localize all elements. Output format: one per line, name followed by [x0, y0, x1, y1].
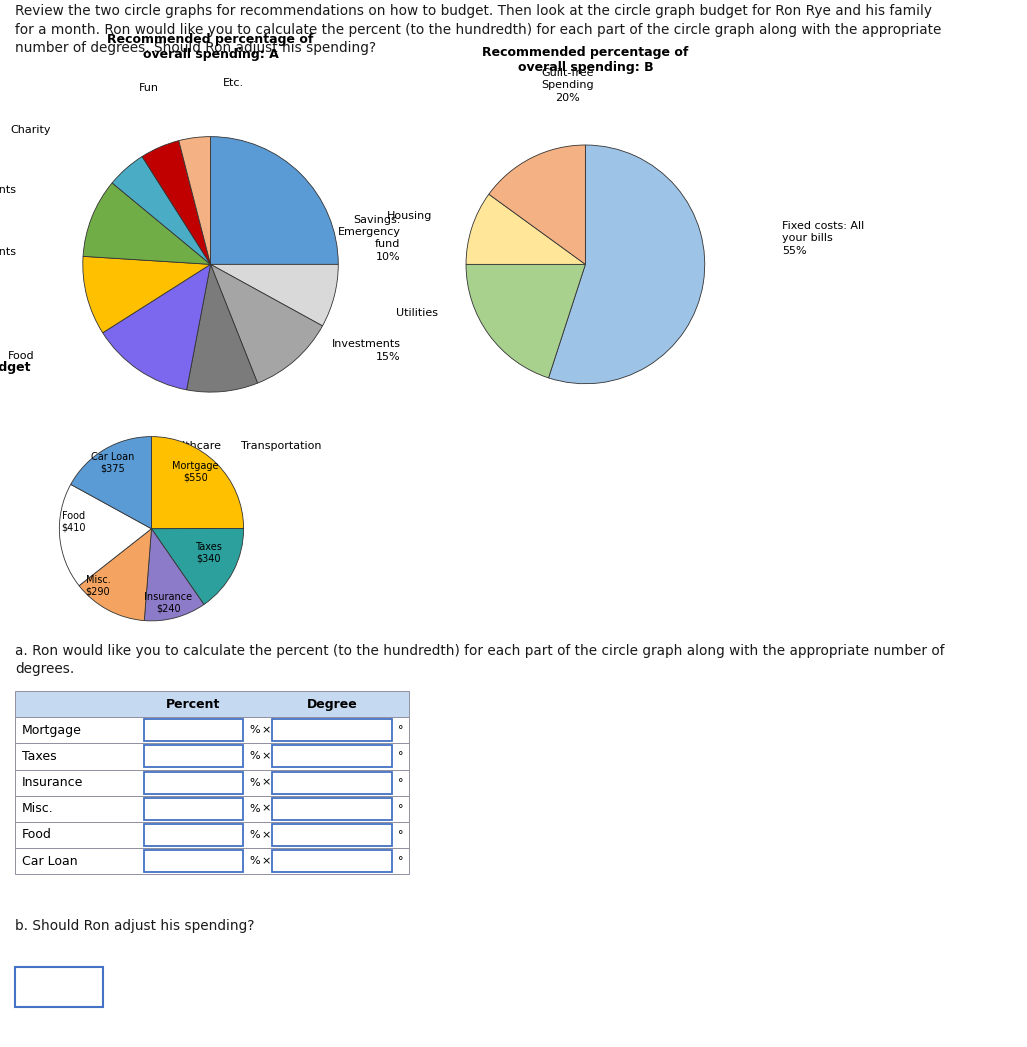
Text: Transportation: Transportation [240, 441, 321, 451]
Bar [272, 772, 392, 794]
Text: %: % [250, 804, 260, 814]
Wedge shape [142, 140, 211, 265]
Text: °: ° [397, 778, 404, 787]
Wedge shape [466, 264, 585, 378]
Text: °: ° [397, 856, 404, 866]
Wedge shape [83, 183, 211, 265]
Title: Recommended percentage of
overall spending: B: Recommended percentage of overall spendi… [483, 46, 688, 74]
Text: Investments: Investments [0, 247, 16, 257]
Wedge shape [144, 529, 204, 621]
Text: °: ° [397, 726, 404, 735]
Text: %: % [250, 830, 260, 840]
Text: Fun: Fun [140, 83, 159, 93]
Text: Car Loan
$375: Car Loan $375 [91, 451, 135, 473]
Text: Mortgage: Mortgage [22, 723, 81, 737]
Bar [15, 796, 409, 822]
Text: °: ° [397, 752, 404, 761]
Text: Budget: Budget [0, 361, 32, 374]
Text: Percent: Percent [166, 697, 221, 711]
Text: Taxes: Taxes [22, 750, 56, 763]
Wedge shape [152, 529, 243, 604]
Bar [272, 850, 392, 872]
Text: Etc.: Etc. [223, 77, 244, 88]
Wedge shape [60, 485, 152, 585]
Wedge shape [211, 265, 338, 326]
Bar [144, 719, 242, 741]
Text: Food
$410: Food $410 [61, 511, 85, 532]
Wedge shape [83, 257, 211, 333]
Title: Recommended percentage of
overall spending: A: Recommended percentage of overall spendi… [108, 34, 313, 61]
Text: Degree: Degree [307, 697, 357, 711]
Bar [144, 798, 242, 820]
Wedge shape [489, 146, 585, 265]
Bar [15, 691, 409, 717]
Text: Food: Food [22, 828, 51, 842]
Bar [144, 850, 242, 872]
Text: Healthcare: Healthcare [161, 441, 222, 451]
Text: Housing: Housing [387, 210, 432, 221]
Bar [15, 822, 409, 848]
Text: Investments
15%: Investments 15% [332, 339, 401, 361]
Text: Debt Payments: Debt Payments [0, 185, 16, 196]
Text: Taxes
$340: Taxes $340 [195, 542, 222, 563]
Bar [15, 717, 409, 743]
Wedge shape [548, 146, 705, 383]
Text: Misc.: Misc. [22, 802, 53, 816]
Text: Guilt-free
Spending
20%: Guilt-free Spending 20% [541, 68, 594, 103]
Text: ×: × [262, 804, 271, 814]
Text: Review the two circle graphs for recommendations on how to budget. Then look at : Review the two circle graphs for recomme… [15, 4, 942, 55]
Text: Savings:
Emergency
fund
10%: Savings: Emergency fund 10% [338, 215, 401, 262]
Text: Utilities: Utilities [395, 308, 438, 318]
Wedge shape [187, 265, 258, 392]
Text: ×: × [262, 830, 271, 840]
Text: b. Should Ron adjust his spending?: b. Should Ron adjust his spending? [15, 919, 255, 933]
Wedge shape [112, 156, 211, 265]
Text: %: % [250, 752, 260, 761]
Text: Charity: Charity [10, 126, 51, 135]
Text: ×: × [262, 726, 271, 735]
Text: ×: × [262, 856, 271, 866]
Bar [272, 798, 392, 820]
Bar [15, 770, 409, 796]
Text: Insurance: Insurance [22, 776, 83, 789]
Bar [272, 745, 392, 767]
Text: Food: Food [7, 352, 34, 361]
Text: %: % [250, 856, 260, 866]
Wedge shape [103, 265, 211, 389]
Text: °: ° [397, 830, 404, 840]
Wedge shape [211, 265, 322, 383]
Wedge shape [179, 136, 211, 265]
Bar [15, 848, 409, 874]
Wedge shape [211, 137, 338, 265]
Wedge shape [466, 194, 585, 265]
Text: Mortgage
$550: Mortgage $550 [173, 461, 219, 483]
Bar [272, 824, 392, 846]
Text: Misc.
$290: Misc. $290 [85, 575, 111, 597]
Text: ×: × [262, 778, 271, 787]
Text: Car Loan: Car Loan [22, 854, 77, 868]
Bar [144, 772, 242, 794]
Bar [15, 743, 409, 770]
Text: a. Ron would like you to calculate the percent (to the hundredth) for each part : a. Ron would like you to calculate the p… [15, 644, 945, 676]
Text: %: % [250, 778, 260, 787]
Text: Fixed costs: All
your bills
55%: Fixed costs: All your bills 55% [783, 221, 865, 255]
Bar [144, 824, 242, 846]
Text: °: ° [397, 804, 404, 814]
Bar [272, 719, 392, 741]
Wedge shape [79, 529, 152, 621]
Wedge shape [71, 437, 152, 529]
Text: ×: × [262, 752, 271, 761]
Wedge shape [151, 437, 243, 529]
Bar [144, 745, 242, 767]
Text: Insurance
$240: Insurance $240 [144, 592, 192, 614]
Text: %: % [250, 726, 260, 735]
